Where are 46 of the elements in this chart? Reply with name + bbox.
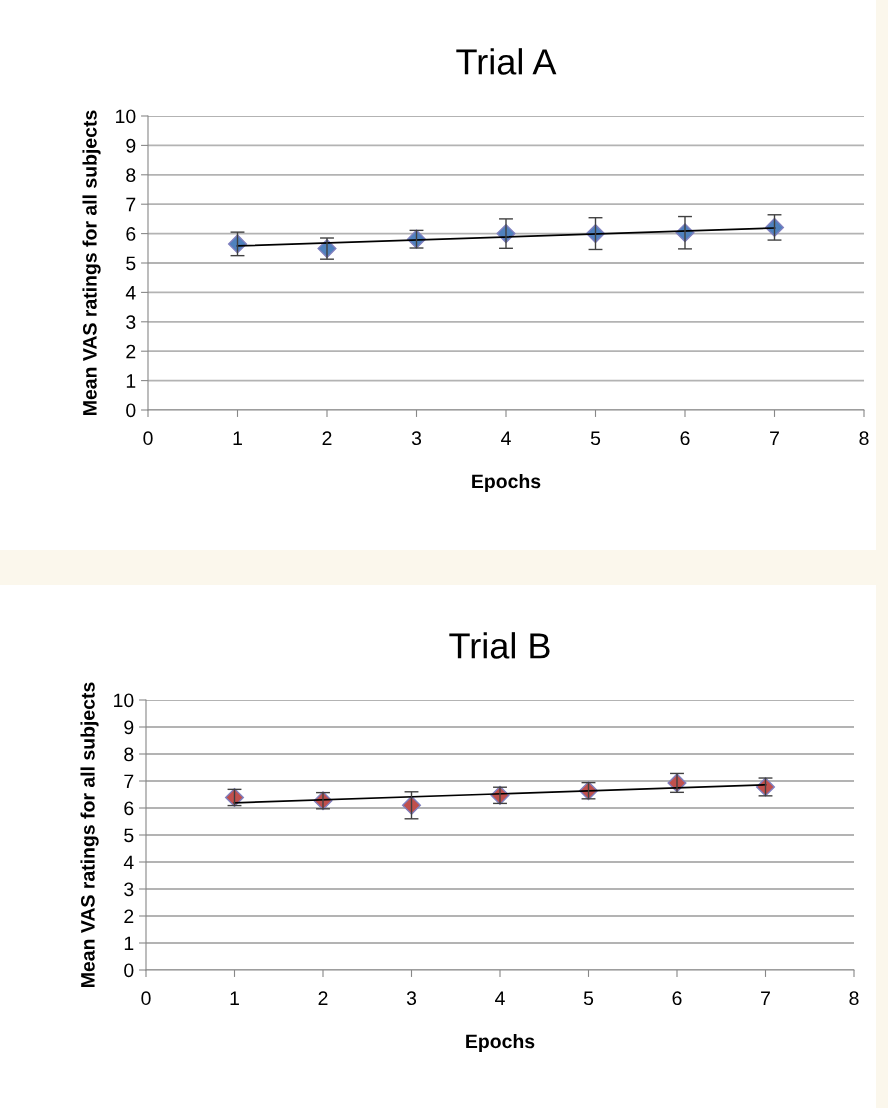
y-tick-label: 4	[123, 855, 134, 870]
y-tick-label: 8	[124, 747, 134, 762]
x-tick-label: 2	[322, 431, 332, 445]
y-tick-label: 2	[126, 344, 136, 359]
x-tick-label: 8	[859, 431, 869, 446]
chart-title: Trial A	[456, 48, 557, 75]
y-tick-label: 0	[126, 403, 136, 418]
y-tick-label: 6	[126, 227, 136, 241]
y-axis-title: Mean VAS ratings for all subjects	[82, 110, 101, 415]
x-tick-label: 5	[583, 991, 594, 1006]
x-tick-label: 3	[411, 431, 422, 446]
y-tick-label: 10	[116, 109, 136, 124]
chart-title: Trial B	[449, 632, 550, 659]
x-tick-label: 2	[318, 991, 328, 1005]
x-axis-title: Epochs	[472, 473, 541, 493]
y-tick-label: 9	[124, 720, 134, 735]
x-tick-label: 3	[406, 991, 417, 1006]
y-tick-label: 3	[126, 315, 136, 330]
x-tick-label: 7	[770, 431, 779, 445]
x-tick-label: 1	[233, 431, 242, 445]
x-tick-label: 6	[680, 431, 690, 446]
x-axis-title: Epochs	[466, 1033, 535, 1053]
x-tick-label: 0	[141, 991, 151, 1006]
y-tick-label: 1	[124, 936, 134, 951]
x-tick-label: 6	[672, 991, 682, 1006]
y-tick-label: 5	[124, 828, 134, 843]
y-tick-label: 7	[124, 774, 134, 789]
y-tick-label: 1	[126, 374, 136, 388]
x-tick-label: 5	[590, 431, 601, 446]
y-tick-label: 6	[124, 801, 134, 816]
x-tick-label: 7	[761, 991, 770, 1005]
y-tick-label: 8	[126, 168, 136, 183]
x-tick-label: 4	[501, 431, 511, 445]
y-tick-label: 2	[124, 909, 134, 924]
y-tick-label: 10	[114, 693, 134, 708]
x-tick-label: 1	[230, 991, 239, 1005]
x-tick-label: 8	[849, 991, 859, 1006]
y-tick-label: 0	[124, 963, 134, 978]
x-tick-label: 4	[495, 991, 505, 1005]
x-tick-label: 0	[143, 431, 153, 446]
y-axis-title: Mean VAS ratings for all subjects	[80, 682, 99, 987]
y-tick-label: 4	[125, 286, 136, 300]
y-tick-label: 7	[126, 197, 136, 212]
y-tick-label: 3	[124, 882, 134, 897]
y-tick-label: 5	[126, 256, 136, 271]
y-tick-label: 9	[126, 138, 136, 153]
